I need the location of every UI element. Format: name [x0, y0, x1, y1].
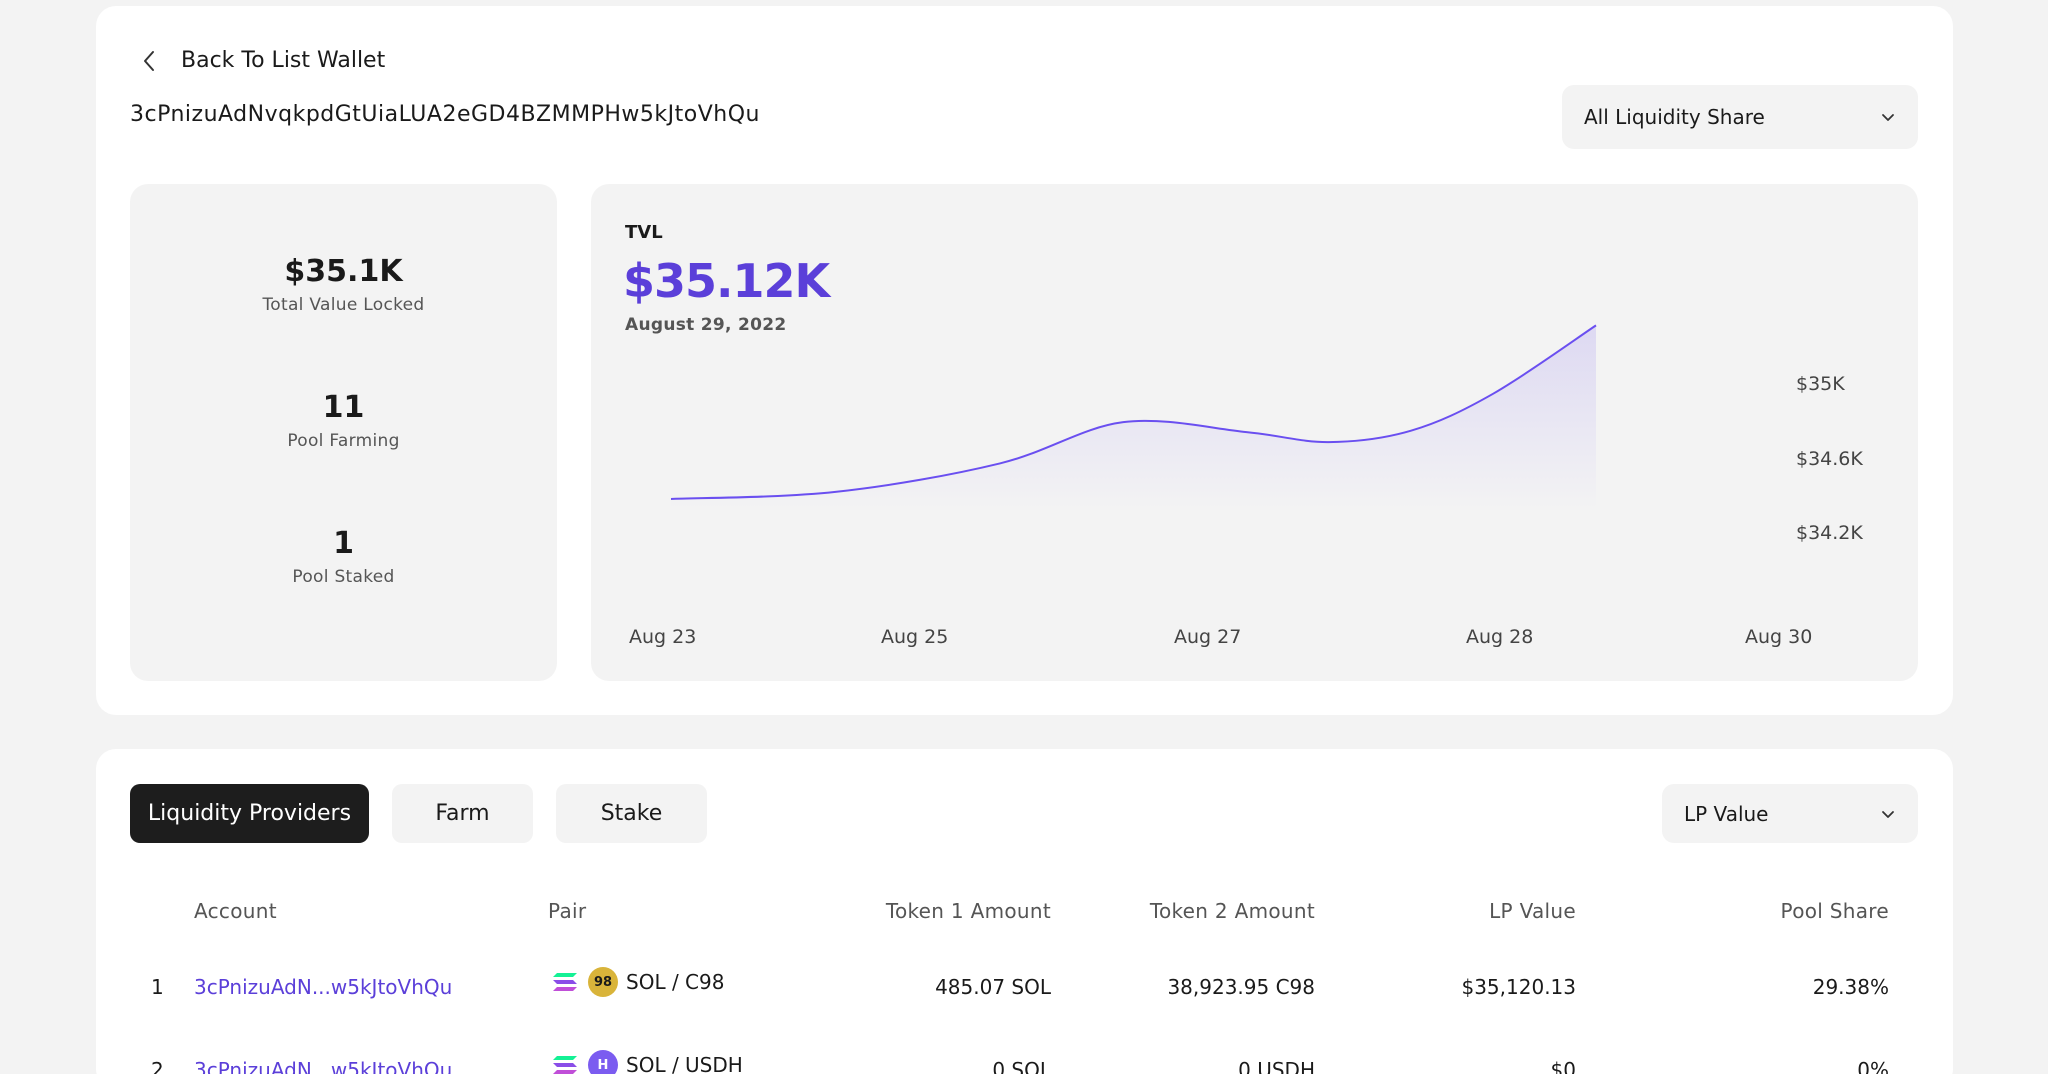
pair-label: SOL / C98	[626, 970, 725, 994]
stats-panel: $35.1K Total Value Locked 11 Pool Farmin…	[130, 184, 557, 681]
tvl-area-fill	[671, 325, 1596, 509]
column-header-token2[interactable]: Token 2 Amount	[1149, 899, 1315, 923]
column-header-token1[interactable]: Token 1 Amount	[885, 899, 1051, 923]
column-header-pair[interactable]: Pair	[548, 899, 587, 923]
row-index: 1	[151, 975, 164, 999]
column-header-lp-value[interactable]: LP Value	[1489, 899, 1576, 923]
column-header-account[interactable]: Account	[194, 899, 277, 923]
x-tick-label: Aug 30	[1745, 626, 1812, 648]
stat-label: Pool Staked	[292, 567, 395, 587]
stat-total-value-locked: $35.1K Total Value Locked	[130, 254, 557, 315]
stat-value: $35.1K	[284, 254, 403, 289]
tvl-series-line	[670, 324, 1597, 500]
tab-liquidity-providers[interactable]: Liquidity Providers	[130, 784, 369, 843]
stat-pool-farming: 11 Pool Farming	[130, 390, 557, 451]
tvl-value: $35.12K	[623, 254, 830, 308]
stat-label: Total Value Locked	[262, 295, 425, 315]
account-link[interactable]: 3cPnizuAdN...w5kJtoVhQu	[194, 1058, 453, 1074]
token1-amount: 0 SOL	[992, 1058, 1051, 1074]
token2-amount: 38,923.95 C98	[1167, 975, 1315, 999]
account-link[interactable]: 3cPnizuAdN...w5kJtoVhQu	[194, 975, 453, 999]
liquidity-share-selected: All Liquidity Share	[1584, 105, 1765, 129]
x-tick-label: Aug 25	[881, 626, 948, 648]
lp-value: $35,120.13	[1461, 975, 1576, 999]
pool-share: 29.38%	[1812, 975, 1889, 999]
column-header-pool-share[interactable]: Pool Share	[1780, 899, 1889, 923]
tab-stake[interactable]: Stake	[556, 784, 707, 843]
token1-amount: 485.07 SOL	[935, 975, 1051, 999]
tvl-chart-card: TVL $35.12K August 29, 2022 $35K $34.6K $3…	[591, 184, 1918, 681]
tvl-area-chart[interactable]: $35K $34.6K $34.2K Aug 23 Aug 25 Aug 27 Aug 2…	[591, 184, 1918, 681]
x-tick-label: Aug 27	[1174, 626, 1241, 648]
y-tick-label: $35K	[1796, 373, 1845, 395]
stat-value: 11	[322, 390, 365, 425]
pair-cell: 98 SOL / C98	[550, 967, 724, 997]
pool-share: 0%	[1857, 1058, 1889, 1074]
stat-pool-staked: 1 Pool Staked	[130, 526, 557, 587]
stat-label: Pool Farming	[287, 431, 400, 451]
c98-token-icon: 98	[588, 967, 618, 997]
chevron-down-icon	[1882, 114, 1894, 121]
row-index: 2	[151, 1058, 164, 1074]
pair-label: SOL / USDH	[626, 1053, 743, 1074]
lp-value-sort-dropdown[interactable]: LP Value	[1662, 784, 1918, 843]
wallet-address: 3cPnizuAdNvqkpdGtUiaLUA2eGD4BZMMPHw5kJto…	[130, 102, 760, 127]
x-tick-label: Aug 28	[1466, 626, 1533, 648]
y-tick-label: $34.6K	[1796, 448, 1863, 470]
y-tick-label: $34.2K	[1796, 522, 1863, 544]
token2-amount: 0 USDH	[1238, 1058, 1315, 1074]
chevron-left-icon	[144, 50, 154, 71]
pair-cell: H SOL / USDH	[550, 1050, 743, 1074]
sol-token-icon	[550, 1050, 580, 1074]
back-label: Back To List Wallet	[181, 48, 386, 73]
tvl-label: TVL	[625, 222, 663, 243]
usdh-token-icon: H	[588, 1050, 618, 1074]
lp-value-selected: LP Value	[1684, 801, 1769, 826]
liquidity-share-dropdown[interactable]: All Liquidity Share	[1562, 85, 1918, 149]
tab-farm[interactable]: Farm	[392, 784, 533, 843]
sol-token-icon	[550, 967, 580, 997]
tvl-date: August 29, 2022	[625, 315, 787, 335]
x-tick-label: Aug 23	[629, 626, 696, 648]
stat-value: 1	[333, 526, 354, 561]
back-to-list-link[interactable]: Back To List Wallet	[141, 48, 385, 73]
lp-value: $0	[1550, 1058, 1576, 1074]
chevron-down-icon	[1882, 810, 1894, 818]
